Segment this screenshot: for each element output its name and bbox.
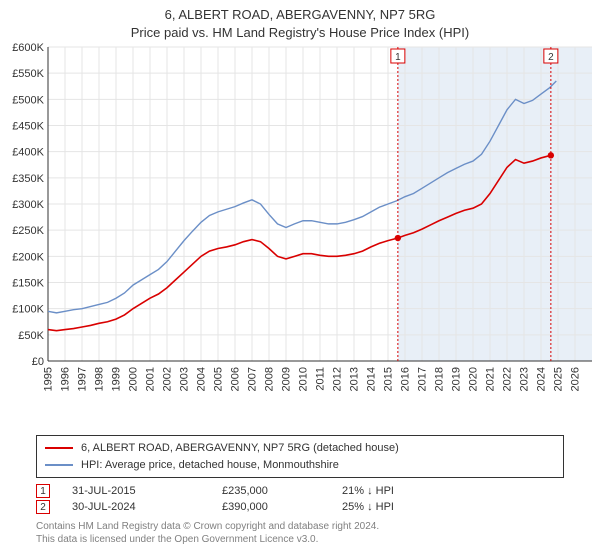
svg-text:2007: 2007 — [246, 367, 258, 391]
footer-attribution: Contains HM Land Registry data © Crown c… — [36, 520, 564, 546]
svg-text:£50K: £50K — [18, 330, 44, 342]
marker-price: £390,000 — [222, 501, 342, 513]
legend-label: HPI: Average price, detached house, Monm… — [81, 457, 339, 474]
svg-text:£500K: £500K — [12, 94, 44, 106]
svg-text:2002: 2002 — [161, 367, 173, 391]
svg-text:2014: 2014 — [365, 367, 377, 391]
marker-id-box: 1 — [36, 484, 50, 498]
svg-text:2017: 2017 — [416, 367, 428, 391]
svg-text:£200K: £200K — [12, 251, 44, 263]
svg-text:£450K: £450K — [12, 121, 44, 133]
svg-text:2003: 2003 — [178, 367, 190, 391]
svg-text:£350K: £350K — [12, 173, 44, 185]
svg-text:£150K: £150K — [12, 278, 44, 290]
svg-text:2023: 2023 — [518, 367, 530, 391]
svg-text:1995: 1995 — [42, 367, 54, 391]
svg-text:£300K: £300K — [12, 199, 44, 211]
svg-text:1997: 1997 — [76, 367, 88, 391]
footer-line-1: Contains HM Land Registry data © Crown c… — [36, 520, 564, 533]
svg-text:£100K: £100K — [12, 304, 44, 316]
footer-line-2: This data is licensed under the Open Gov… — [36, 533, 564, 546]
marker-date: 31-JUL-2015 — [72, 485, 222, 497]
svg-text:2005: 2005 — [212, 367, 224, 391]
chart-svg: £0 £50K £100K £150K £200K £250K £300K £350K £400… — [0, 41, 600, 431]
svg-text:2025: 2025 — [552, 367, 564, 391]
svg-text:2026: 2026 — [569, 367, 581, 391]
svg-text:2004: 2004 — [195, 367, 207, 391]
marker-delta: 25% ↓ HPI — [342, 501, 394, 513]
svg-text:2024: 2024 — [535, 367, 547, 391]
svg-text:1999: 1999 — [110, 367, 122, 391]
svg-text:2: 2 — [548, 52, 554, 63]
legend: 6, ALBERT ROAD, ABERGAVENNY, NP7 5RG (de… — [36, 435, 564, 478]
marker-table: 1 31-JUL-2015£235,00021% ↓ HPI 2 30-JUL-202… — [0, 484, 600, 514]
svg-text:2016: 2016 — [399, 367, 411, 391]
marker-row: 1 31-JUL-2015£235,00021% ↓ HPI — [36, 484, 564, 498]
marker-delta: 21% ↓ HPI — [342, 485, 394, 497]
svg-text:2013: 2013 — [348, 367, 360, 391]
marker-price: £235,000 — [222, 485, 342, 497]
title-line-1: 6, ALBERT ROAD, ABERGAVENNY, NP7 5RG — [0, 6, 600, 24]
svg-text:£550K: £550K — [12, 68, 44, 80]
svg-text:£400K: £400K — [12, 147, 44, 159]
legend-row: 6, ALBERT ROAD, ABERGAVENNY, NP7 5RG (de… — [45, 440, 555, 457]
svg-text:2001: 2001 — [144, 367, 156, 391]
svg-text:2022: 2022 — [501, 367, 513, 391]
svg-text:2020: 2020 — [467, 367, 479, 391]
svg-text:2012: 2012 — [331, 367, 343, 391]
svg-text:2008: 2008 — [263, 367, 275, 391]
svg-text:2006: 2006 — [229, 367, 241, 391]
marker-id-box: 2 — [36, 500, 50, 514]
svg-text:2021: 2021 — [484, 367, 496, 391]
svg-text:2011: 2011 — [314, 367, 326, 391]
svg-text:£250K: £250K — [12, 225, 44, 237]
svg-text:2015: 2015 — [382, 367, 394, 391]
svg-text:2010: 2010 — [297, 367, 309, 391]
svg-text:£600K: £600K — [12, 42, 44, 54]
svg-text:2000: 2000 — [127, 367, 139, 391]
marker-date: 30-JUL-2024 — [72, 501, 222, 513]
svg-text:2009: 2009 — [280, 367, 292, 391]
title-line-2: Price paid vs. HM Land Registry's House … — [0, 24, 600, 42]
marker-row: 2 30-JUL-2024£390,00025% ↓ HPI — [36, 500, 564, 514]
chart-title: 6, ALBERT ROAD, ABERGAVENNY, NP7 5RG Pri… — [0, 0, 600, 41]
svg-text:1996: 1996 — [59, 367, 71, 391]
svg-text:2019: 2019 — [450, 367, 462, 391]
legend-label: 6, ALBERT ROAD, ABERGAVENNY, NP7 5RG (de… — [81, 440, 399, 457]
chart-area: £0 £50K £100K £150K £200K £250K £300K £350K £400… — [0, 41, 600, 431]
legend-swatch — [45, 464, 73, 466]
legend-swatch — [45, 447, 73, 449]
svg-text:2018: 2018 — [433, 367, 445, 391]
legend-row: HPI: Average price, detached house, Monm… — [45, 457, 555, 474]
svg-text:1998: 1998 — [93, 367, 105, 391]
svg-text:1: 1 — [395, 52, 401, 63]
svg-text:£0: £0 — [32, 356, 44, 368]
